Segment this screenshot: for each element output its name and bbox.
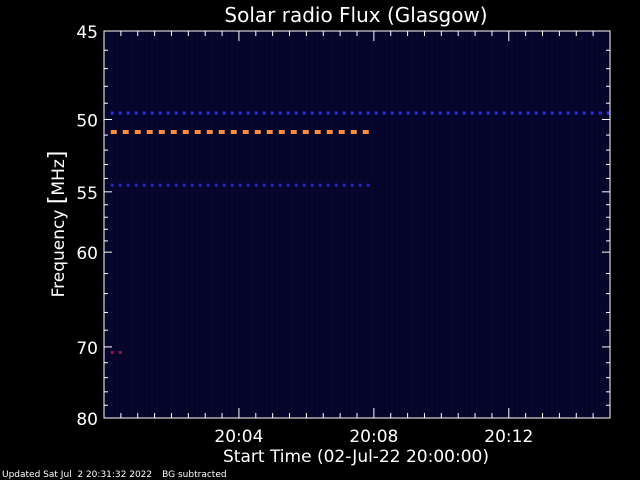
footer-note: BG subtracted: [162, 470, 227, 480]
y-axis-label: Frequency [MHz]: [45, 151, 70, 298]
chart-title: Solar radio Flux (Glasgow): [224, 3, 487, 27]
y-tick-label: 80: [76, 410, 98, 430]
footer-updated: Updated Sat Jul 2 20:31:32 2022: [2, 470, 153, 480]
x-tick-label: 20:04: [214, 427, 263, 447]
axis-ticks: 45 50 55 60 70 80 20:04 20:08 20:12: [76, 23, 611, 447]
footer: Updated Sat Jul 2 20:31:32 2022 BG subtra…: [2, 470, 237, 480]
y-axis-label-close-bracket: ]: [45, 151, 70, 160]
y-axis-label-unit: MHz: [49, 159, 69, 195]
y-tick-label: 55: [76, 184, 98, 204]
svg-text:Frequency [MHz]: Frequency [MHz]: [45, 151, 70, 298]
y-axis-label-open-bracket: [: [45, 196, 70, 205]
plot-area: [104, 31, 610, 418]
x-tick-label: 20:08: [349, 427, 398, 447]
y-axis-label-prefix: Frequency: [49, 204, 69, 297]
x-axis-label: Start Time (02-Jul-22 20:00:00): [223, 447, 489, 467]
y-tick-label: 60: [76, 244, 98, 264]
x-tick-label: 20:12: [484, 427, 533, 447]
y-tick-label: 50: [76, 111, 98, 131]
y-tick-label: 70: [76, 339, 98, 359]
y-tick-label: 45: [76, 23, 98, 43]
